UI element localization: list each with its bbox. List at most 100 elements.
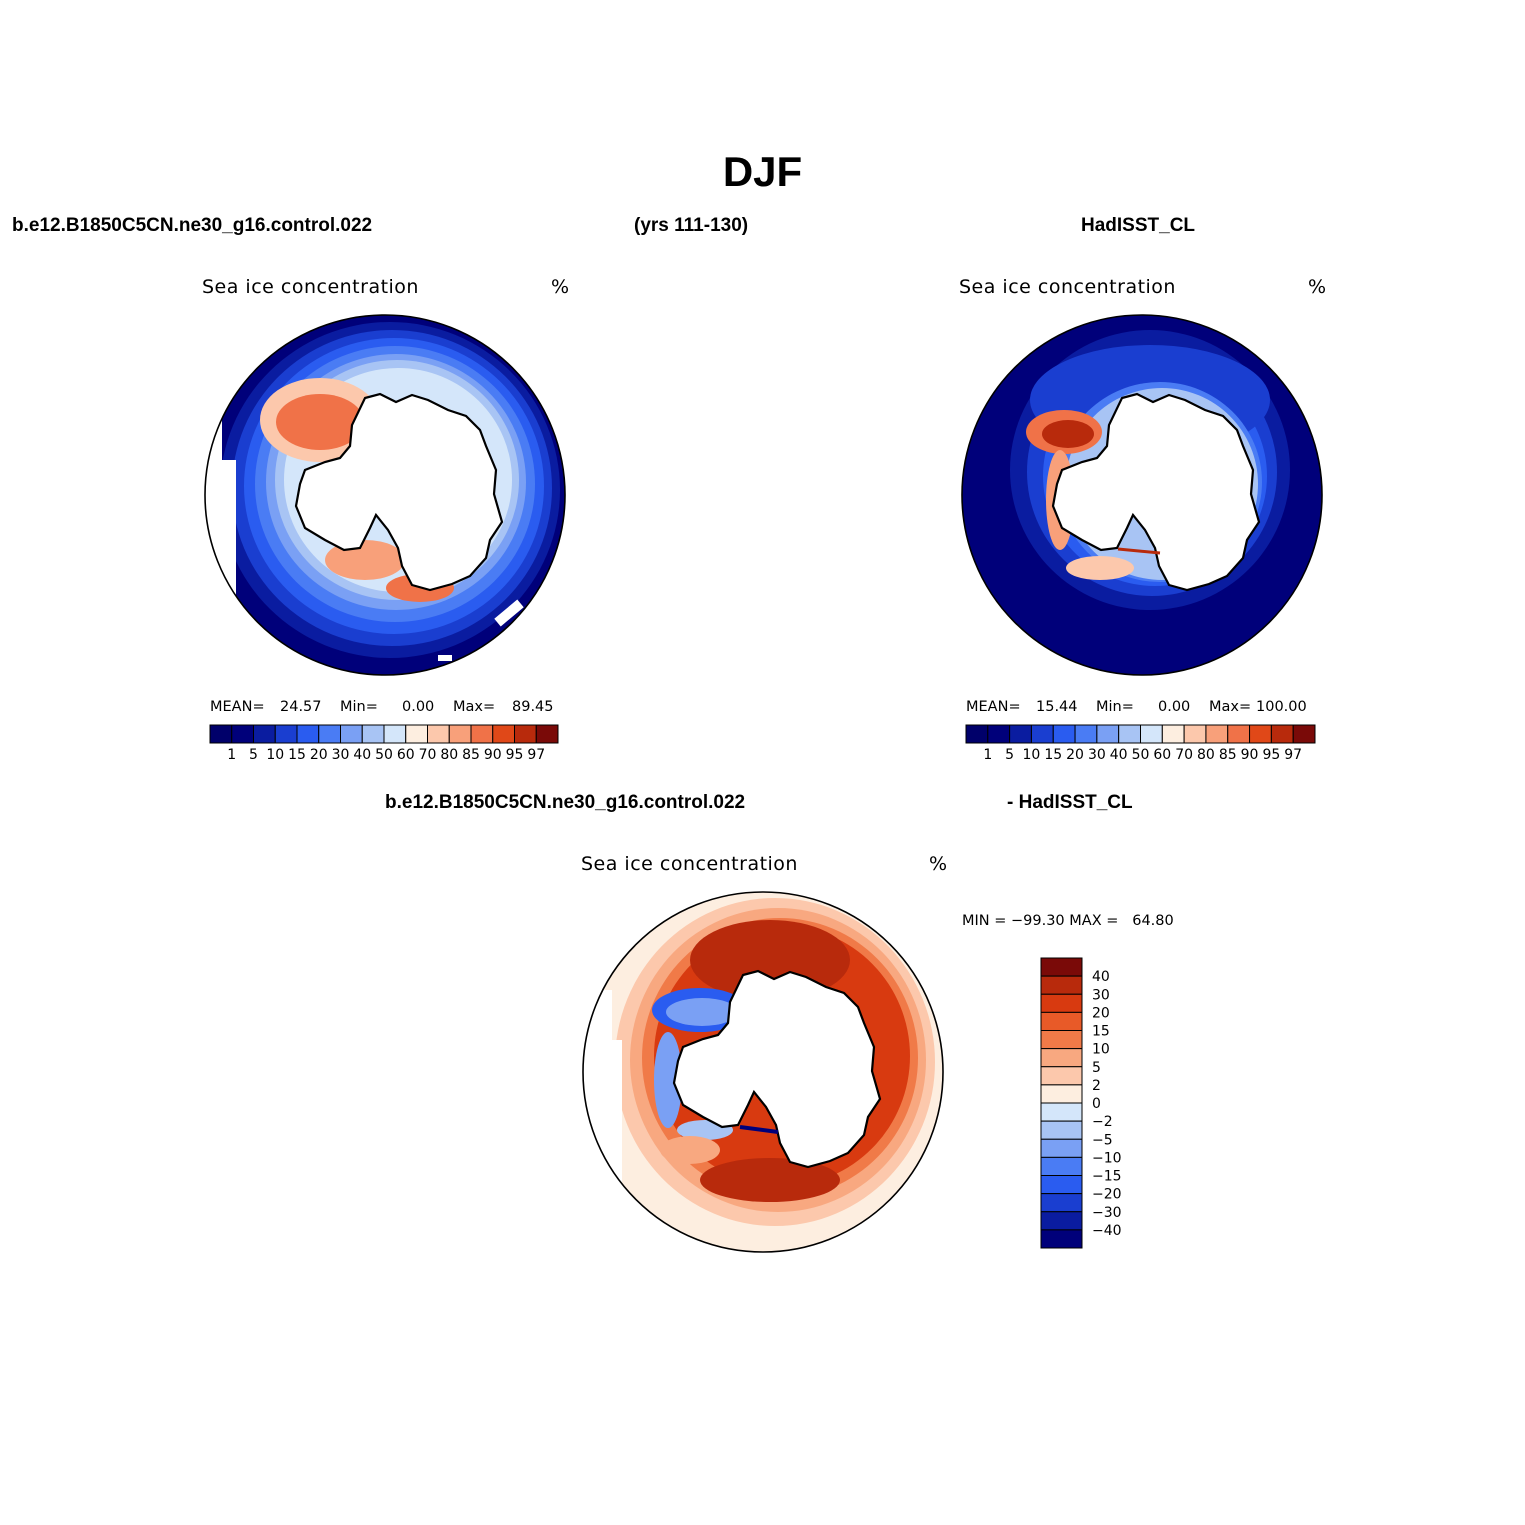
diff-colorbar-tick-label: 30 — [1092, 987, 1110, 1003]
obs-colorbar-tick-label: 85 — [1219, 747, 1237, 763]
diff-colorbar-tick-label: −10 — [1092, 1150, 1122, 1166]
diff-colorbar-box — [1040, 1175, 1083, 1195]
obs-units: % — [1308, 276, 1327, 298]
model-colorbar-tick-label: 20 — [310, 747, 328, 763]
diff-colorbar-tick-label: 2 — [1092, 1078, 1101, 1094]
model-colorbar-tick-label: 95 — [506, 747, 524, 763]
obs-colorbar-tick-label: 1 — [983, 747, 992, 763]
diff-map-border — [582, 891, 944, 1253]
model-colorbar-box — [274, 724, 298, 744]
model-case-name: b.e12.B1850C5CN.ne30_g16.control.022 — [12, 215, 373, 236]
obs-stats: MEAN= 15.44 Min= 0.00 Max= 100.00 — [966, 699, 1318, 717]
diff-case-name: b.e12.B1850C5CN.ne30_g16.control.022 — [385, 792, 746, 813]
diff-colorbar-tick-label: −40 — [1092, 1223, 1122, 1239]
model-colorbar-tick-label: 80 — [440, 747, 458, 763]
model-map-border — [204, 314, 566, 676]
obs-colorbar-box — [1096, 724, 1120, 744]
diff-colorbar-box — [1040, 1084, 1083, 1104]
diff-colorbar-box — [1040, 1048, 1083, 1068]
obs-min-value: 0.00 — [1158, 699, 1191, 715]
diff-colorbar-box — [1040, 1011, 1083, 1031]
diff-colorbar-box — [1040, 1229, 1083, 1249]
obs-colorbar-box — [1009, 724, 1032, 744]
obs-map — [961, 314, 1323, 676]
diff-colorbar-box — [1040, 1138, 1083, 1158]
obs-mean-value: 15.44 — [1036, 699, 1078, 715]
model-colorbar-box — [318, 724, 341, 744]
diff-colorbar-tick-label: 10 — [1092, 1042, 1110, 1058]
model-antarctica — [294, 392, 504, 592]
diff-colorbar-box — [1040, 1102, 1083, 1122]
model-map — [204, 314, 566, 676]
figure-title: DJF — [722, 148, 803, 195]
model-plot-title: Sea ice concentration — [202, 276, 419, 298]
model-mean-label: MEAN= — [210, 699, 265, 715]
model-colorbar-box — [296, 724, 320, 744]
model-colorbar: 1 5 10 15 20 30 40 50 60 70 80 85 90 95 97 — [209, 724, 559, 763]
obs-plot-title: Sea ice concentration — [959, 276, 1176, 298]
obs-colorbar-box — [1118, 724, 1141, 744]
diff-colorbar-tick-label: −2 — [1092, 1114, 1113, 1130]
model-colorbar-tick-label: 60 — [397, 747, 415, 763]
obs-colorbar-box — [1205, 724, 1229, 744]
model-colorbar-tick-label: 70 — [419, 747, 437, 763]
diff-colorbar-tick-label: −15 — [1092, 1169, 1122, 1185]
obs-colorbar-tick-label: 50 — [1132, 747, 1150, 763]
model-max-value: 89.45 — [512, 699, 554, 715]
model-colorbar-box — [514, 724, 537, 744]
diff-colorbar-box — [1040, 993, 1083, 1013]
obs-colorbar-tick-label: 80 — [1197, 747, 1215, 763]
obs-colorbar-box — [1052, 724, 1076, 744]
model-colorbar-box — [427, 724, 450, 744]
model-units: % — [551, 276, 570, 298]
diff-colorbar-tick-label: 40 — [1092, 969, 1110, 985]
model-colorbar-tick-label: 5 — [249, 747, 258, 763]
obs-max-value: 100.00 — [1256, 699, 1307, 715]
obs-colorbar-box — [1270, 724, 1294, 744]
obs-colorbar-box — [1292, 724, 1316, 744]
obs-colorbar-tick-label: 5 — [1005, 747, 1014, 763]
model-min-value: 0.00 — [402, 699, 435, 715]
diff-units: % — [929, 853, 948, 875]
obs-colorbar-tick-label: 90 — [1241, 747, 1259, 763]
diff-colorbar-tick-label: −20 — [1092, 1187, 1122, 1203]
obs-name: HadISST_CL — [1081, 215, 1196, 236]
obs-colorbar-tick-label: 40 — [1110, 747, 1128, 763]
diff-minmax: MIN = −99.30 MAX = 64.80 — [962, 913, 1174, 929]
obs-colorbar-box — [1161, 724, 1185, 744]
diff-colorbar-box — [1040, 1211, 1083, 1231]
model-colorbar-tick-label: 50 — [375, 747, 393, 763]
model-colorbar-box — [405, 724, 428, 744]
model-stats: MEAN= 24.57 Min= 0.00 Max= 89.45 — [210, 699, 560, 717]
obs-antarctica — [1051, 392, 1261, 592]
diff-colorbar-tick-label: −5 — [1092, 1132, 1113, 1148]
obs-colorbar-tick-label: 15 — [1044, 747, 1062, 763]
diff-colorbar-box — [1040, 975, 1083, 995]
model-colorbar-tick-label: 90 — [484, 747, 502, 763]
obs-colorbar-box — [1140, 724, 1163, 744]
diff-colorbar-box — [1040, 1030, 1083, 1050]
model-colorbar-box — [340, 724, 363, 744]
diff-antarctica — [672, 969, 882, 1169]
model-colorbar-tick-label: 30 — [332, 747, 350, 763]
obs-colorbar-box — [965, 724, 989, 744]
obs-colorbar-tick-label: 20 — [1066, 747, 1084, 763]
model-colorbar-box — [253, 724, 276, 744]
obs-colorbar-tick-label: 70 — [1175, 747, 1193, 763]
model-colorbar-box — [492, 724, 515, 744]
diff-colorbar-tick-label: 15 — [1092, 1024, 1110, 1040]
diff-colorbar-tick-label: 20 — [1092, 1005, 1110, 1021]
model-max-label: Max= — [453, 699, 496, 715]
obs-colorbar-tick-label: 60 — [1153, 747, 1171, 763]
diff-obs-name: - HadISST_CL — [1007, 792, 1133, 813]
obs-colorbar-box — [987, 724, 1011, 744]
diff-colorbar-tick-label: 5 — [1092, 1060, 1101, 1076]
years-label: (yrs 111-130) — [634, 215, 749, 236]
diff-colorbar-box — [1040, 1066, 1083, 1086]
obs-max-label: Max= — [1209, 699, 1252, 715]
model-colorbar-box — [209, 724, 233, 744]
obs-colorbar: 1 5 10 15 20 30 40 50 60 70 80 85 90 95 97 — [965, 724, 1316, 763]
